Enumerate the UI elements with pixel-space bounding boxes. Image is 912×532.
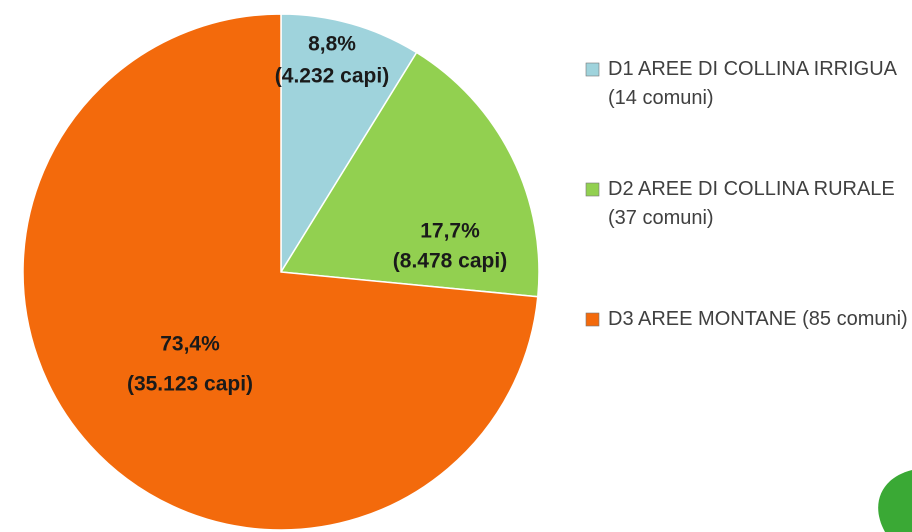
legend-label: D1 AREE DI COLLINA IRRIGUA (14 comuni)	[608, 58, 896, 109]
slice-count-label: (8.478 capi)	[393, 250, 507, 273]
slice-percent-label: 73,4%	[160, 333, 220, 356]
slice-percent-label: 17,7%	[420, 220, 480, 243]
pie-slice	[280, 13, 418, 275]
slice-percent-label: 8,8%	[308, 33, 356, 56]
legend-swatch	[585, 182, 600, 197]
pie-slice	[22, 13, 539, 531]
legend-label: D2 AREE DI COLLINA RURALE (37 comuni)	[608, 178, 895, 229]
leaf-logo	[878, 470, 912, 532]
slice-count-label: (4.232 capi)	[275, 65, 389, 88]
pie-slice	[279, 51, 540, 298]
legend-label: D3 AREE MONTANE (85 comuni)	[608, 308, 908, 330]
legend-swatch	[585, 62, 600, 77]
legend-swatch	[585, 312, 600, 327]
slice-count-label: (35.123 capi)	[127, 373, 253, 396]
